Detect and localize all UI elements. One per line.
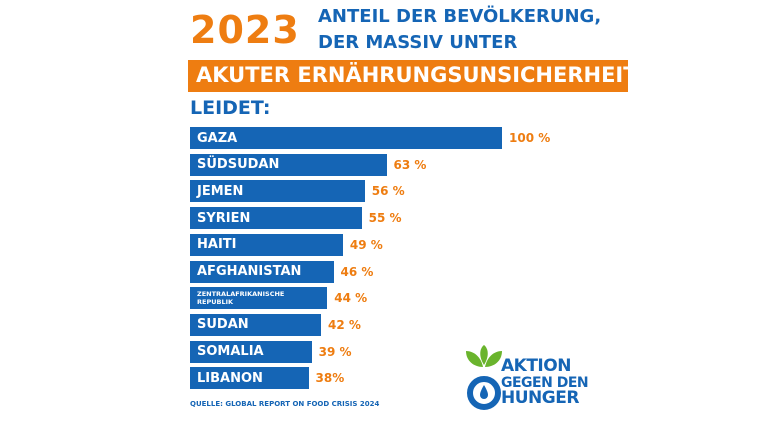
value-label: 42 % xyxy=(328,317,361,332)
bar xyxy=(190,127,502,149)
value-label: 100 % xyxy=(509,131,551,145)
highlight: AKUTER ERNÄHRUNGSUNSICHERHEIT xyxy=(196,63,638,87)
bar xyxy=(190,153,387,176)
logo-drop xyxy=(480,385,488,399)
value-label: 56 % xyxy=(371,184,405,199)
category-label: SÜDSUDAN xyxy=(197,157,280,173)
category-label: LIBANON xyxy=(197,370,263,386)
category-label: AFGHANISTAN xyxy=(197,264,302,279)
category-label: GAZA xyxy=(197,130,238,146)
category-label: SUDAN xyxy=(197,317,249,333)
source: QUELLE: GLOBAL REPORT ON FOOD CRISIS 202… xyxy=(190,400,380,408)
value-label: 55 % xyxy=(368,211,402,226)
logo-text: GEGEN DEN xyxy=(501,375,589,391)
value-label: 38% xyxy=(315,371,345,386)
logo-leaf xyxy=(466,351,483,367)
logo-ring xyxy=(467,376,501,410)
bar xyxy=(190,287,328,310)
value-label: 49 % xyxy=(349,237,383,252)
value-label: 63 % xyxy=(393,157,427,172)
logo-leaf xyxy=(485,351,502,367)
title-end: LEIDET: xyxy=(190,97,271,119)
year: 2023 xyxy=(190,8,300,52)
logo-leaf xyxy=(480,345,488,365)
value-label: 44 % xyxy=(334,291,368,306)
bar xyxy=(190,340,312,363)
logo-text: AKTION xyxy=(501,356,571,376)
title-line: DER MASSIV UNTER xyxy=(318,32,518,53)
value-label: 46 % xyxy=(340,264,374,279)
banner xyxy=(188,60,628,92)
category-label: JEMEN xyxy=(197,183,244,199)
logo-text: HUNGER xyxy=(501,388,579,408)
category-label: SYRIEN xyxy=(197,210,251,226)
bar xyxy=(190,207,362,230)
category-label: ZENTRALAFRIKANISCHE REPUBLIK xyxy=(197,290,285,307)
title-line: ANTEIL DER BEVÖLKERUNG, xyxy=(318,6,602,27)
bar xyxy=(190,260,334,283)
category-label: SOMALIA xyxy=(197,344,264,360)
bar xyxy=(190,233,343,256)
category-label: HAITI xyxy=(197,237,237,253)
bar xyxy=(190,367,309,390)
logo-icon xyxy=(466,345,502,410)
bar xyxy=(190,180,365,203)
bar xyxy=(190,313,322,336)
value-label: 39 % xyxy=(318,344,352,359)
